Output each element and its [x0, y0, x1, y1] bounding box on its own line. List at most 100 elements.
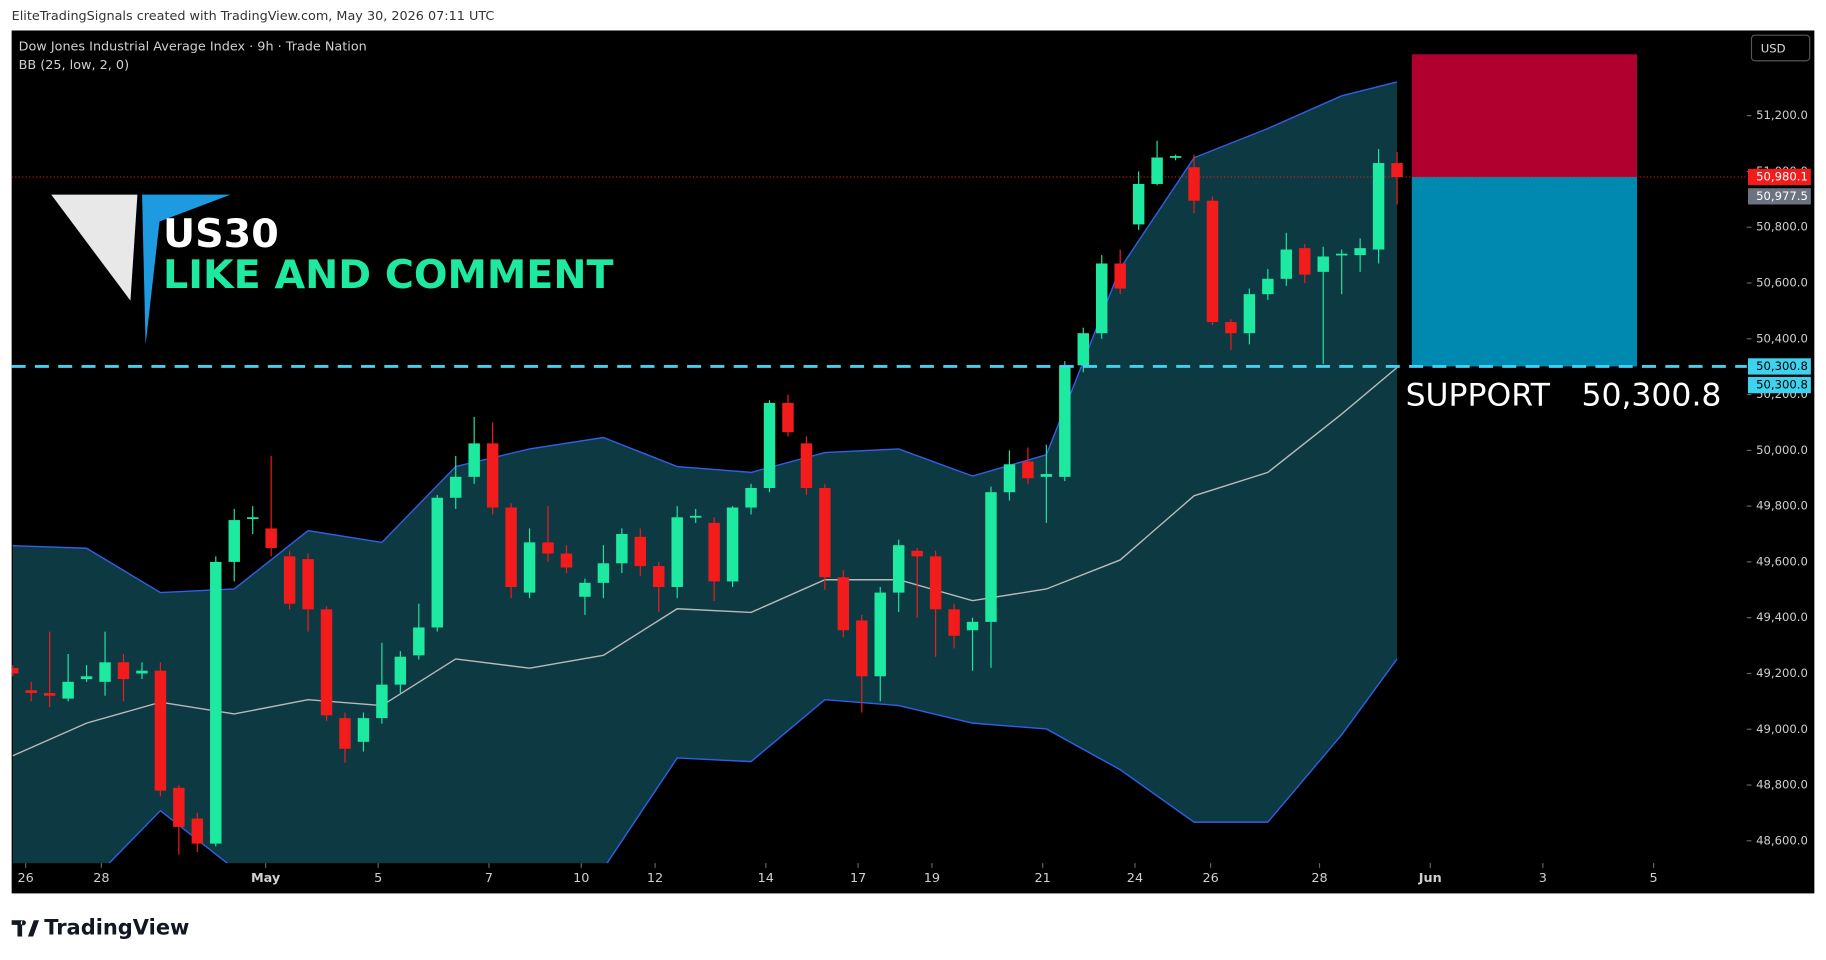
x-tick-label: 12: [647, 871, 663, 886]
candle-body: [394, 656, 407, 685]
candle-body: [1077, 333, 1089, 366]
x-tick-label: May: [251, 871, 281, 886]
candle-body: [523, 542, 536, 593]
support-value: 50,300.8: [1581, 378, 1721, 414]
candle-body: [892, 545, 905, 593]
plot-area: [11, 54, 1747, 864]
candle-body: [62, 681, 74, 699]
candle-body: [1262, 278, 1274, 295]
candle-body: [708, 522, 720, 582]
y-tick-label: 51,200.0: [1756, 108, 1808, 122]
candle-body: [265, 528, 277, 548]
candle-body: [191, 818, 204, 844]
y-tick-label: 49,600.0: [1756, 554, 1808, 568]
support-badge: 50,300.8: [1756, 359, 1808, 373]
candle-body: [25, 690, 37, 693]
x-tick-label: 17: [850, 871, 866, 886]
candle-body: [11, 667, 19, 674]
candle-body: [966, 621, 979, 631]
candle-body: [671, 517, 683, 588]
candle-body: [376, 684, 388, 719]
y-tick-label: 49,000.0: [1756, 722, 1808, 736]
band-lower: [108, 658, 1398, 864]
x-tick-label: 10: [573, 871, 589, 886]
last-price-badge: 50,980.1: [1756, 169, 1808, 183]
tv-logo: TradingView: [11, 915, 189, 939]
candle-body: [856, 620, 868, 677]
x-tick-label: 7: [485, 871, 493, 886]
candle-body: [413, 627, 425, 656]
candle-body: [1354, 248, 1366, 256]
tv-logo-mark: [11, 920, 40, 937]
x-tick-label: 19: [924, 871, 940, 886]
y-tick-label: 48,600.0: [1756, 833, 1808, 847]
candle-body: [1243, 294, 1256, 334]
band-middle: [12, 366, 1398, 757]
x-tick-label: Jun: [1418, 871, 1442, 886]
candle-body: [653, 566, 665, 588]
candle-body: [1114, 263, 1126, 289]
candle-body: [173, 787, 185, 827]
x-tick-label: 28: [1311, 871, 1327, 886]
candle-body: [136, 670, 148, 674]
x-tick-label: 14: [758, 871, 774, 886]
header: EliteTradingSignals created with Trading…: [12, 9, 495, 24]
support-label: SUPPORT: [1406, 378, 1551, 414]
candle-body: [450, 476, 462, 498]
candle-body: [283, 556, 296, 604]
candle-body: [302, 559, 314, 610]
candle-body: [911, 550, 923, 557]
candle-body: [874, 592, 886, 677]
candle-body: [985, 492, 997, 622]
indicator-label: BB (25, low, 2, 0): [19, 58, 129, 73]
candle-body: [837, 577, 850, 631]
x-tick-label: 28: [93, 871, 109, 886]
candle-body: [1040, 474, 1053, 477]
x-tick-label: 26: [18, 871, 34, 886]
candle-body: [43, 692, 56, 696]
x-tick-label: 24: [1127, 871, 1143, 886]
candle-body: [689, 515, 702, 518]
logo-blue: [142, 194, 231, 345]
candle-body: [800, 443, 813, 488]
tv-logo-text: TradingView: [44, 915, 189, 939]
candle-body: [1022, 461, 1034, 479]
support-badge: 50,300.8: [1756, 378, 1808, 392]
candle-body: [1299, 248, 1311, 275]
candle-body: [357, 718, 370, 742]
target-zone: [1411, 176, 1637, 367]
x-tick-label: 26: [1202, 871, 1218, 886]
candle-body: [948, 609, 960, 636]
candle-body: [228, 520, 240, 562]
currency[interactable]: USD: [1761, 42, 1786, 56]
x-tick-label: 5: [1650, 871, 1658, 886]
y-tick-label: 49,800.0: [1756, 499, 1808, 513]
y-tick-label: 50,000.0: [1756, 443, 1808, 457]
candle-body: [1169, 156, 1182, 158]
y-tick-label: 49,200.0: [1756, 666, 1808, 680]
candle-body: [1188, 167, 1200, 201]
candle-body: [1132, 183, 1145, 225]
candle-body: [634, 536, 647, 567]
candle-body: [1372, 163, 1385, 250]
candle-body: [1096, 263, 1108, 334]
candle-body: [210, 561, 222, 844]
candle-body: [99, 662, 111, 682]
candle-body: [763, 402, 776, 488]
currency-button[interactable]: [1750, 34, 1811, 62]
x-tick-label: 21: [1035, 871, 1051, 886]
stop-zone: [1411, 54, 1637, 177]
candle-body: [1280, 249, 1293, 279]
candle-body: [320, 609, 333, 716]
candle-body: [468, 443, 480, 477]
candle-body: [1335, 253, 1348, 256]
x-tick-label: 5: [374, 871, 382, 886]
call-annotation: LIKE AND COMMENT: [163, 252, 613, 298]
x-tick-label: 3: [1539, 871, 1547, 886]
candle-body: [154, 670, 167, 791]
candle-body: [486, 443, 499, 508]
candle-body: [431, 497, 443, 628]
candle-body: [745, 487, 757, 508]
candle-body: [726, 507, 739, 582]
candle-body: [1317, 256, 1329, 272]
